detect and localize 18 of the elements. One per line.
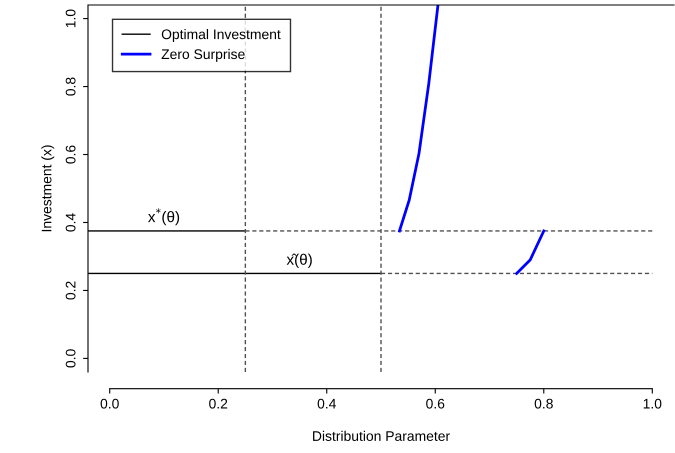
y-tick-label: 0.2 [66, 281, 76, 300]
legend-label: Zero Surprise [162, 48, 245, 62]
y-tick-label: 0.6 [66, 145, 76, 164]
x-axis-title: Distribution Parameter [313, 430, 450, 441]
legend-label: Optimal Investment [162, 29, 281, 42]
y-tick-label: 0.4 [66, 213, 76, 232]
y-axis-title: Investment (x) [41, 145, 54, 232]
x-tick-label: 0.4 [318, 398, 336, 409]
x-tick-label: 0.2 [209, 398, 228, 409]
y-tick-label: 0.8 [66, 78, 76, 96]
x-tick-label: 0.0 [100, 398, 119, 409]
y-tick-label: 1.0 [66, 9, 76, 28]
annotation: x$^{*}$(θ) [148, 208, 180, 226]
x-tick-label: 0.6 [426, 398, 444, 409]
x-tick-label: 0.8 [534, 398, 553, 409]
x-tick-label: 1.0 [644, 398, 662, 409]
annotation: x̂(θ) [286, 254, 312, 268]
y-tick-label: 0.0 [66, 349, 76, 368]
